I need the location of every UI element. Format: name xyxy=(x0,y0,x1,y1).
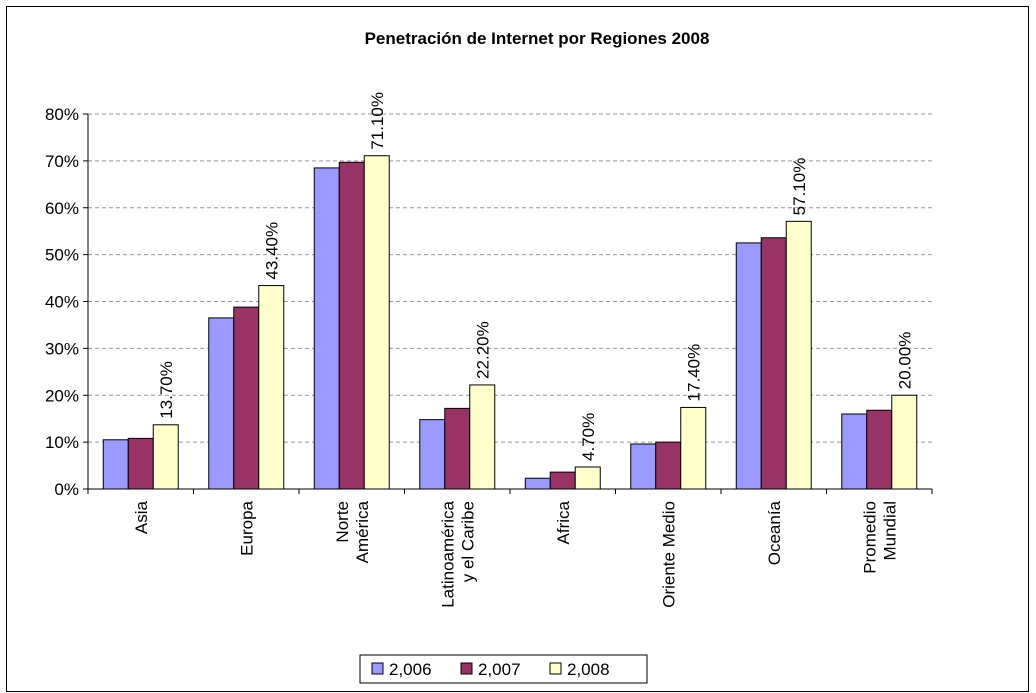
y-tick-label: 60% xyxy=(45,199,79,218)
legend-label: 2,006 xyxy=(389,660,432,679)
y-tick-label: 30% xyxy=(45,339,79,358)
bar xyxy=(127,437,154,490)
bar xyxy=(363,155,390,490)
y-tick-label: 20% xyxy=(45,386,79,405)
y-tick-label: 0% xyxy=(54,480,79,499)
bar xyxy=(524,477,551,490)
category-label: Oriente Medio xyxy=(659,501,678,608)
bar xyxy=(258,285,285,490)
bar xyxy=(735,242,762,490)
bar xyxy=(549,471,576,490)
data-label: 22.20% xyxy=(473,321,492,379)
chart-frame: Penetración de Internet por Regiones 200… xyxy=(6,6,1029,692)
category-label: Mundial xyxy=(880,501,899,561)
data-label: 71.10% xyxy=(368,92,387,150)
category-label: Asia xyxy=(132,500,151,534)
category-label: Europa xyxy=(237,500,256,555)
y-tick-label: 80% xyxy=(45,105,79,124)
bar-chart: Penetración de Internet por Regiones 200… xyxy=(45,29,933,684)
bar xyxy=(233,306,260,490)
bar xyxy=(841,413,868,490)
legend-swatch xyxy=(549,662,562,675)
y-axis: 0% 10% 20% 30% 40% 50% 60% 70% 80% xyxy=(45,105,89,499)
data-label: 4.70% xyxy=(579,413,598,461)
y-tick-label: 40% xyxy=(45,293,79,312)
legend: 2,006 2,007 2,008 xyxy=(359,654,648,684)
category-label: Promedio xyxy=(860,501,879,574)
bar xyxy=(574,466,601,490)
bar xyxy=(444,407,471,490)
bar xyxy=(313,167,340,490)
bar xyxy=(655,441,682,490)
bar xyxy=(866,409,893,490)
bar xyxy=(760,237,787,490)
data-label: 17.40% xyxy=(684,344,703,402)
data-label: 57.10% xyxy=(790,158,809,216)
legend-label: 2,007 xyxy=(478,660,521,679)
legend-label: 2,008 xyxy=(567,660,610,679)
category-label: América xyxy=(353,500,372,563)
plot-area: 13.70% 43.40% 71.10% 22.20% 4.70% 17.40% 57.10… xyxy=(102,92,918,490)
category-label: Norte xyxy=(333,501,352,543)
chart-title: Penetración de Internet por Regiones 200… xyxy=(365,29,710,48)
bar xyxy=(891,394,918,490)
y-tick-label: 10% xyxy=(45,433,79,452)
data-label: 20.00% xyxy=(895,332,914,390)
legend-box xyxy=(359,654,648,684)
y-tick-label: 50% xyxy=(45,246,79,265)
bar xyxy=(785,220,812,490)
bar xyxy=(469,384,496,490)
legend-swatch xyxy=(371,662,384,675)
data-label: 43.40% xyxy=(262,222,281,280)
bar xyxy=(102,439,129,490)
data-label: 13.70% xyxy=(157,361,176,419)
bar xyxy=(152,424,179,490)
bar xyxy=(208,317,235,490)
bar xyxy=(419,419,446,490)
category-label: y el Caribe xyxy=(458,501,477,582)
bar xyxy=(630,443,657,490)
category-label: Latinoamérica xyxy=(438,500,457,607)
category-label: Oceanía xyxy=(765,500,784,565)
y-tick-label: 70% xyxy=(45,152,79,171)
x-axis: Asia Europa Norte América Latinoamérica y el … xyxy=(87,488,933,608)
legend-swatch xyxy=(460,662,473,675)
bar xyxy=(338,161,365,490)
bar xyxy=(680,406,707,490)
category-label: Africa xyxy=(554,500,573,544)
